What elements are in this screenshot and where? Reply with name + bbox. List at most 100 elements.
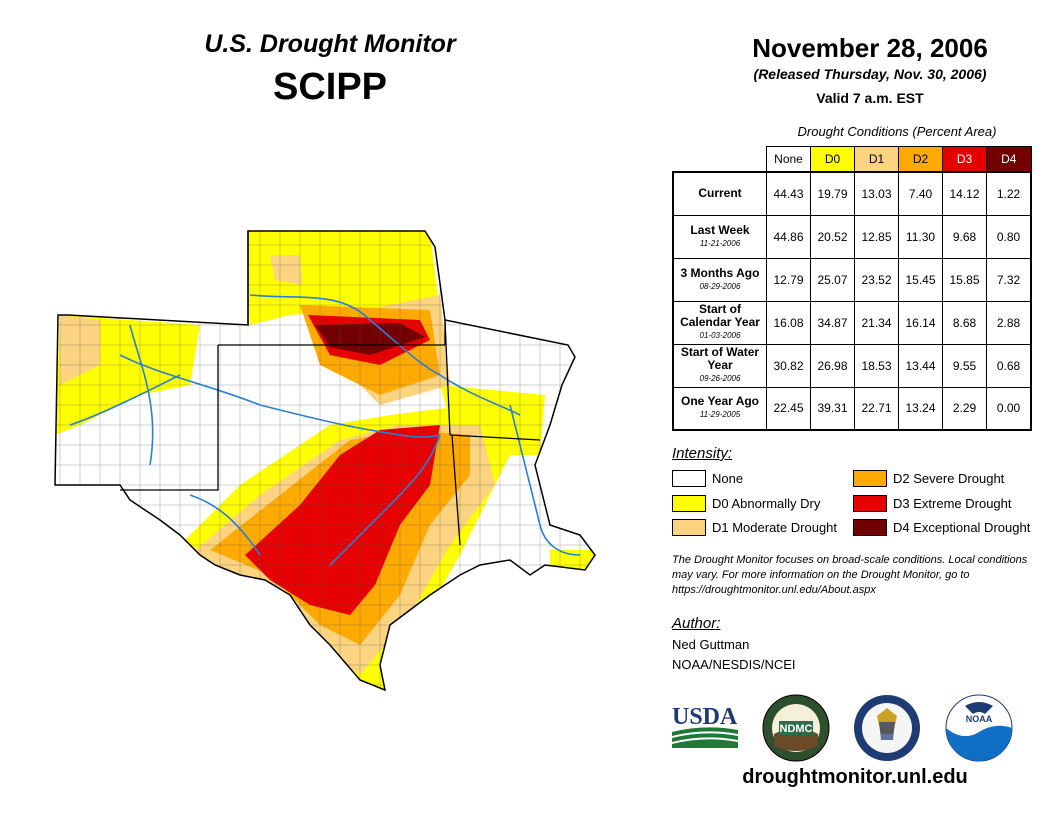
table-cell: 7.32	[986, 257, 1032, 302]
row-label: One Year Ago 11-29-2005	[672, 386, 767, 431]
table-cell: 2.29	[942, 386, 987, 431]
row-sublabel-date: 11-21-2006	[699, 238, 741, 248]
table-cell: 9.68	[942, 214, 987, 259]
region-title: SCIPP	[272, 66, 388, 108]
map-subtitle: U.S. Drought Monitor	[204, 30, 456, 58]
table-cell: 14.12	[942, 171, 987, 216]
table-cell: 21.34	[854, 300, 899, 345]
table-cell: 12.85	[854, 214, 899, 259]
legend-label: D0 Abnormally Dry	[712, 496, 821, 511]
author-title: Author:	[672, 615, 721, 632]
row-sublabel-date: 01-03-2006	[699, 331, 741, 340]
table-cell: 13.24	[898, 386, 943, 431]
table-cell: 19.79	[810, 171, 855, 216]
table-cell: 39.31	[810, 386, 855, 431]
col-header-d0: D0	[810, 146, 855, 173]
table-cell: 44.43	[766, 171, 811, 216]
conditions-caption: Drought Conditions (Percent Area)	[797, 124, 997, 139]
legend-item-d3: D3 Extreme Drought	[853, 495, 1012, 512]
row-label: Start of Water Year 09-26-2006	[672, 343, 767, 388]
row-label-text: One Year Ago	[680, 394, 760, 409]
row-sublabel-date: 09-26-2006	[699, 374, 741, 383]
table-cell: 15.45	[898, 257, 943, 302]
table-cell: 18.53	[854, 343, 899, 388]
table-cell: 44.86	[766, 214, 811, 259]
table-cell: 23.52	[854, 257, 899, 302]
table-cell: 0.80	[986, 214, 1032, 259]
website-url[interactable]: droughtmonitor.unl.edu	[742, 766, 968, 788]
table-cell: 2.88	[986, 300, 1032, 345]
table-cell: 7.40	[898, 171, 943, 216]
legend-swatch	[853, 470, 887, 487]
table-cell: 30.82	[766, 343, 811, 388]
table-cell: 20.52	[810, 214, 855, 259]
drought-map	[54, 230, 596, 692]
row-sublabel-date: 08-29-2006	[699, 281, 741, 291]
table-cell: 16.08	[766, 300, 811, 345]
legend-item-none: None	[672, 470, 743, 487]
ndmc-logo: NDMC	[762, 694, 830, 762]
row-label-text: Start of Calendar Year	[680, 302, 760, 329]
legend-label: D1 Moderate Drought	[712, 520, 838, 535]
table-row: 3 Months Ago 08-29-2006 12.79 25.07 23.52 15.…	[672, 257, 1032, 302]
table-row: Start of Water Year 09-26-2006 30.82 26.98 1…	[672, 343, 1032, 388]
legend-label: D3 Extreme Drought	[893, 496, 1012, 511]
table-row: Current 44.43 19.79 13.03 7.40 14.12 1.22	[672, 171, 1032, 216]
drought-monitor-note: The Drought Monitor focuses on broad-sca…	[672, 554, 1028, 596]
intensity-title: Intensity:	[672, 445, 733, 462]
table-cell: 13.44	[898, 343, 943, 388]
author-org: NOAA/NESDIS/NCEI	[672, 657, 796, 672]
table-cell: 8.68	[942, 300, 987, 345]
legend-label: D2 Severe Drought	[893, 471, 1005, 486]
row-label: Current	[672, 171, 767, 216]
legend-swatch	[853, 495, 887, 512]
table-cell: 13.03	[854, 171, 899, 216]
legend-label: None	[712, 471, 744, 486]
col-header-d1: D1	[854, 146, 899, 173]
table-cell: 22.71	[854, 386, 899, 431]
noaa-logo: NOAA	[945, 694, 1013, 762]
valid-date: November 28, 2006	[752, 33, 988, 63]
legend-swatch	[672, 495, 706, 512]
table-cell: 12.79	[766, 257, 811, 302]
col-header-d3: D3	[942, 146, 987, 173]
legend-item-d4: D4 Exceptional Drought	[853, 519, 1030, 536]
legend-item-d0: D0 Abnormally Dry	[672, 495, 820, 512]
table-cell: 9.55	[942, 343, 987, 388]
table-cell: 25.07	[810, 257, 855, 302]
legend-swatch	[672, 470, 706, 487]
row-label: 3 Months Ago 08-29-2006	[672, 257, 767, 302]
legend-label: D4 Exceptional Drought	[893, 520, 1031, 535]
table-cell: 16.14	[898, 300, 943, 345]
ndmc-logo-text: NDMC	[780, 723, 813, 735]
drought-conditions-table: None D0 D1 D2 D3 D4 Current 44.43 19.79 13.…	[672, 146, 1032, 431]
row-label-text: Last Week	[690, 222, 750, 237]
table-cell: 1.22	[986, 171, 1032, 216]
legend-item-d1: D1 Moderate Drought	[672, 519, 837, 536]
legend-swatch	[853, 519, 887, 536]
row-sublabel-date: 11-29-2005	[699, 410, 741, 420]
usda-logo-text: USDA	[672, 704, 738, 730]
table-row: Last Week 11-21-2006 44.86 20.52 12.85 11.30 9…	[672, 214, 1032, 259]
usda-logo: USDA	[672, 704, 738, 748]
commerce-seal-logo	[854, 695, 920, 761]
legend-swatch	[672, 519, 706, 536]
table-cell: 26.98	[810, 343, 855, 388]
legend-item-d2: D2 Severe Drought	[853, 470, 1004, 487]
header-blank-cell	[673, 147, 767, 173]
table-cell: 0.00	[986, 386, 1032, 431]
release-date: (Released Thursday, Nov. 30, 2006)	[753, 66, 987, 82]
row-label-text: Current	[698, 186, 742, 201]
table-row: One Year Ago 11-29-2005 22.45 39.31 22.71 13.…	[672, 386, 1032, 431]
table-cell: 0.68	[986, 343, 1032, 388]
col-header-d2: D2	[898, 146, 943, 173]
row-label-text: Start of Water Year	[680, 345, 760, 372]
table-cell: 34.87	[810, 300, 855, 345]
col-header-none: None	[766, 146, 811, 173]
noaa-logo-text: NOAA	[966, 714, 993, 724]
row-label-text: 3 Months Ago	[680, 265, 760, 280]
table-cell: 11.30	[898, 214, 943, 259]
row-label: Start of Calendar Year 01-03-2006	[672, 300, 767, 345]
table-cell: 15.85	[942, 257, 987, 302]
row-label: Last Week 11-21-2006	[672, 214, 767, 259]
